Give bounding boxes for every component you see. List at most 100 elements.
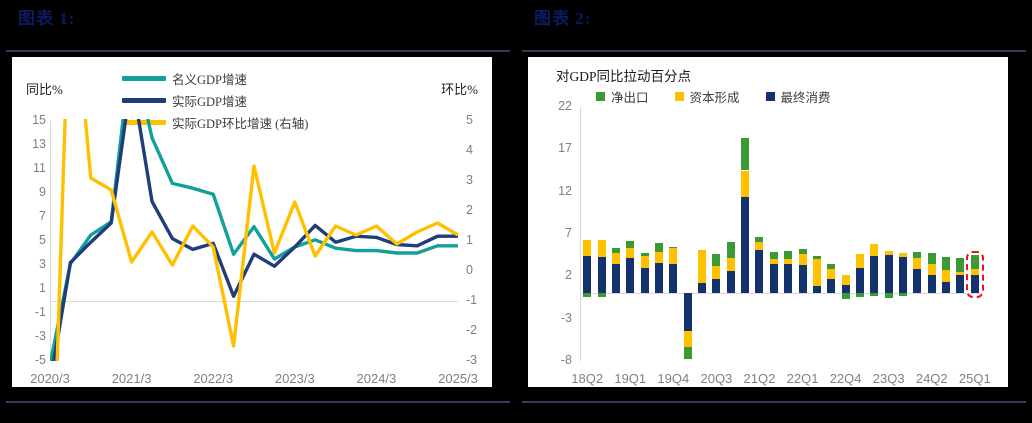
chart2-bar-segment (726, 241, 735, 258)
chart2-bar-group (870, 57, 879, 387)
chart2-bar-group (640, 57, 649, 387)
chart2-bar-segment (913, 268, 922, 294)
chart2-bar-segment (899, 293, 908, 296)
chart2-bar-segment (669, 263, 678, 294)
chart2-bar-segment (626, 257, 635, 294)
chart1-y-tick: 3 (39, 257, 46, 271)
chart2-legend-swatch-final-consumption (765, 92, 775, 101)
chart1-y2-tick: 3 (466, 173, 473, 187)
chart1-y-tick: 13 (32, 137, 46, 151)
chart1-y-tick: 9 (39, 185, 46, 199)
chart2-y-tick: 17 (558, 141, 572, 156)
chart2-bar-segment (956, 274, 965, 294)
chart2-bar-segment (798, 254, 807, 266)
figure-2-chart-card: 对GDP同比拉动百分点 净出口 资本形成 最终消费 22 17 12 7 2 -3 -8 18… (528, 57, 1008, 387)
chart1-y-tick: 5 (39, 233, 46, 247)
chart2-bar-segment (741, 196, 750, 294)
chart2-bar-segment (927, 274, 936, 294)
chart2-bar-segment (640, 252, 649, 256)
chart2-bar-segment (683, 330, 692, 348)
chart2-x-tick: 22Q4 (829, 371, 862, 386)
chart2-bar-group (827, 57, 836, 387)
chart2-bar-segment (755, 241, 764, 251)
chart2-bar-group (956, 57, 965, 387)
chart2-bar-group (726, 57, 735, 387)
chart2-bar-group (683, 57, 692, 387)
chart1-legend-item-qoq: 实际GDP环比增速 (右轴) (122, 113, 308, 132)
chart2-legend-item-final-consumption: 最终消费 (765, 87, 831, 106)
chart1-legend-label-nominal: 名义GDP增速 (172, 73, 248, 87)
chart2-bar-segment (784, 258, 793, 265)
chart2-bar-group (784, 57, 793, 387)
chart2-bar-segment (712, 278, 721, 294)
chart2-bar-segment (654, 251, 663, 263)
figure-1-top-rule (6, 50, 510, 52)
chart2-bar-segment (712, 254, 721, 267)
chart1-y2-tick: -2 (466, 323, 478, 337)
chart2-legend-item-net-exports: 净出口 (596, 87, 649, 106)
chart2-bar-group (626, 57, 635, 387)
chart2-bar-segment (597, 239, 606, 257)
chart2-bar-segment (712, 266, 721, 279)
chart1-legend: 名义GDP增速 实际GDP增速 实际GDP环比增速 (右轴) (122, 69, 308, 132)
chart2-bar-segment (611, 253, 620, 264)
chart2-bar-group (884, 57, 893, 387)
chart2-x-tick: 19Q4 (657, 371, 690, 386)
chart2-bar-segment (899, 253, 908, 257)
chart2-y-tick: -8 (560, 353, 572, 367)
chart2-bar-segment (855, 267, 864, 294)
chart1-y-tick: -1 (34, 305, 46, 319)
chart2-bar-segment (884, 250, 893, 256)
chart1-legend-label-qoq: 实际GDP环比增速 (右轴) (172, 117, 309, 131)
chart2-x-tick: 22Q1 (786, 371, 819, 386)
chart1-x-tick: 2022/3 (193, 371, 234, 386)
chart2-bar-segment (698, 250, 707, 284)
chart2-x-tick: 21Q2 (743, 371, 776, 386)
chart2-bar-group (913, 57, 922, 387)
chart1-y-tick: 1 (39, 281, 46, 295)
chart2-bar-group (755, 57, 764, 387)
figure-2-top-rule (522, 50, 1026, 52)
chart2-y-tick: -3 (560, 310, 572, 325)
chart2-bar-group (654, 57, 663, 387)
chart2-bar-segment (812, 256, 821, 260)
chart2-bar-segment (942, 269, 951, 283)
chart1-right-axis-unit: 环比% (441, 82, 478, 97)
chart2-x-tick: 18Q2 (571, 371, 604, 386)
chart2-zero-gridline (580, 293, 982, 295)
chart2-bar-group (741, 57, 750, 387)
chart1-y2-tick: 1 (466, 233, 473, 247)
chart2-bar-segment (741, 170, 750, 197)
chart2-bar-group (855, 57, 864, 387)
chart1-line-left (52, 119, 458, 361)
figure-2-label: 图表 2: (534, 9, 592, 28)
chart2-bar-segment (970, 268, 979, 275)
chart2-bar-segment (913, 251, 922, 258)
chart2-bar-segment (841, 293, 850, 300)
chart2-bar-segment (654, 243, 663, 252)
chart1-legend-swatch-nominal (122, 76, 166, 81)
chart2-x-tick: 24Q2 (915, 371, 948, 386)
chart2-bar-segment (683, 347, 692, 360)
chart2-bar-segment (942, 282, 951, 294)
chart2-bar-segment (769, 258, 778, 265)
chart2-bar-segment (884, 293, 893, 299)
chart2-bar-group (812, 57, 821, 387)
chart1-y-tick: -5 (34, 353, 46, 367)
chart2-legend-item-capital-formation: 资本形成 (674, 87, 740, 106)
chart1-y-tick: -3 (34, 329, 46, 343)
chart2-bar-segment (884, 255, 893, 294)
chart1-x-tick: 2021/3 (111, 371, 152, 386)
chart2-bar-segment (798, 249, 807, 255)
chart2-y-axis (580, 107, 581, 361)
chart2-bar-segment (611, 247, 620, 254)
chart2-bar-segment (942, 256, 951, 270)
chart2-bar-segment (812, 259, 821, 287)
chart2-x-tick: 25Q1 (958, 371, 991, 386)
chart2-plot-area: 22 17 12 7 2 -3 -8 18Q2 19Q1 19Q4 20Q3 21Q2 22Q1 22Q4… (528, 57, 1008, 387)
chart2-bar-segment (726, 257, 735, 272)
chart1-y2-tick: 0 (466, 263, 473, 277)
chart1-legend-item-real: 实际GDP增速 (122, 91, 308, 110)
chart2-bar-segment (769, 251, 778, 259)
